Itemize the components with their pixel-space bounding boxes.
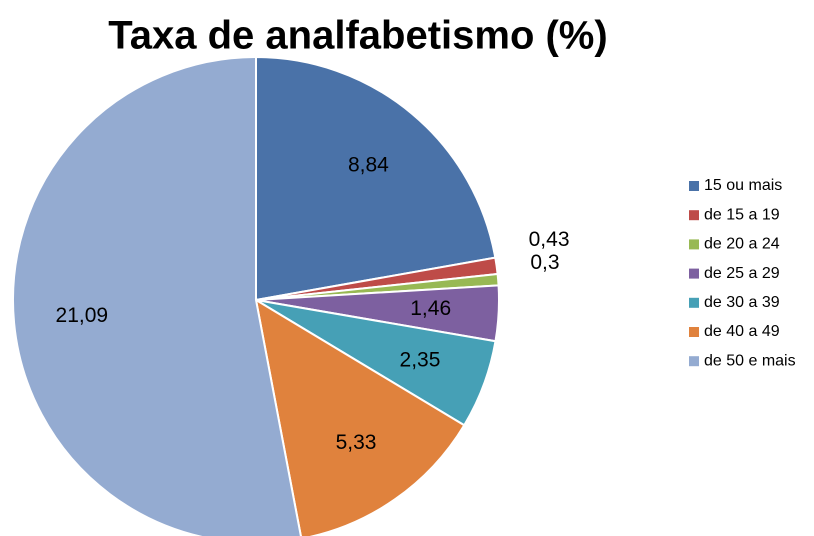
pie-slice — [12, 55, 302, 536]
legend-swatch — [689, 327, 699, 337]
legend-swatch — [689, 268, 699, 279]
legend-swatch — [689, 356, 699, 367]
legend-label: de 15 a 19 — [704, 206, 780, 223]
data-label: 1,46 — [410, 297, 451, 320]
data-label: 21,09 — [56, 304, 109, 327]
pie-slice — [255, 55, 497, 302]
data-label: 8,84 — [348, 153, 389, 176]
legend-label: de 20 a 24 — [704, 236, 780, 253]
data-label: 0,43 — [529, 228, 570, 251]
pie-slice — [254, 297, 466, 536]
data-label: 2,35 — [400, 349, 441, 372]
legend-swatch — [689, 297, 699, 308]
legend-swatch — [689, 210, 699, 221]
legend-label: de 50 e mais — [704, 352, 796, 369]
legend-label: de 40 a 49 — [704, 323, 780, 340]
legend-label: de 30 a 39 — [704, 294, 780, 311]
legend-label: 15 ou mais — [704, 177, 782, 194]
chart-title: Taxa de analfabetismo (%) — [108, 14, 607, 58]
legend-swatch — [689, 181, 699, 191]
data-label: 0,3 — [530, 251, 559, 274]
legend-label: de 25 a 29 — [704, 265, 780, 282]
data-label: 5,33 — [336, 431, 377, 454]
legend-swatch — [689, 239, 699, 250]
